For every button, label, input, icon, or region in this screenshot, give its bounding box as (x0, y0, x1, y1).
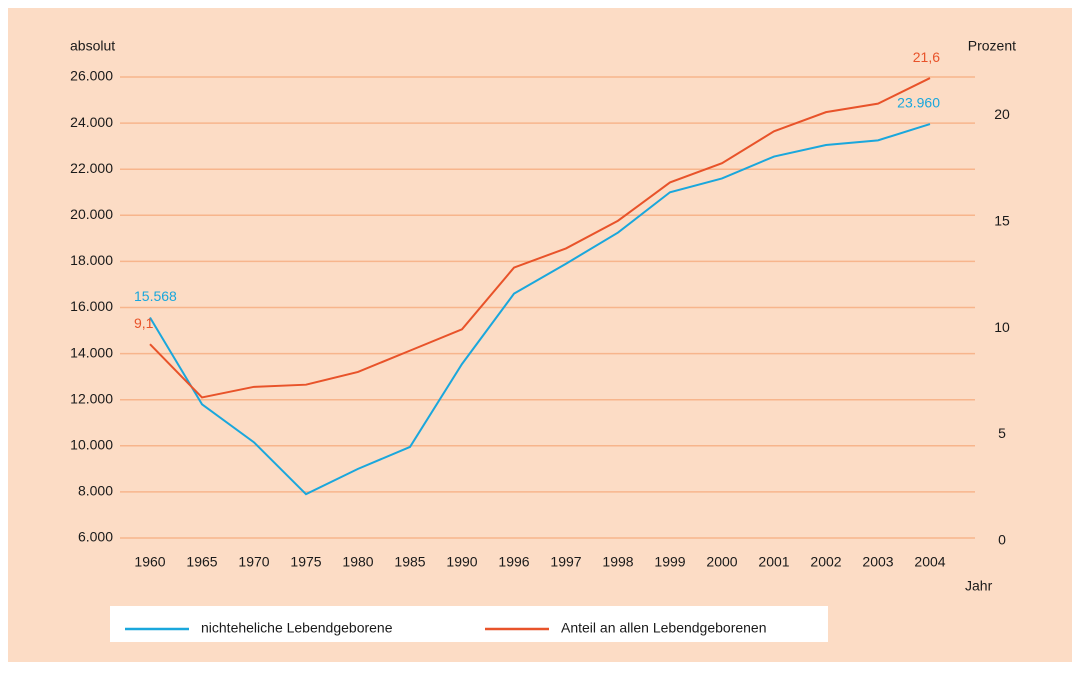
series-line (149, 77, 931, 399)
y-axis-label: absolut (70, 38, 115, 54)
y-tick-label: 6.000 (78, 529, 113, 545)
legend-label: nichteheliche Lebendgeborene (201, 620, 393, 636)
x-tick-label: 1990 (446, 554, 477, 570)
y-tick-label: 26.000 (70, 68, 113, 84)
y2-tick-label: 20 (994, 106, 1010, 122)
x-tick-label: 2000 (706, 554, 737, 570)
y-tick-label: 22.000 (70, 160, 113, 176)
y2-axis-label: Prozent (968, 38, 1016, 54)
x-tick-label: 1970 (238, 554, 269, 570)
legend (110, 606, 828, 642)
data-label: 15.568 (134, 288, 177, 304)
x-tick-label: 1960 (134, 554, 165, 570)
x-tick-label: 1997 (550, 554, 581, 570)
x-tick-label: 1980 (342, 554, 373, 570)
y2-tick-label: 15 (994, 212, 1010, 228)
x-tick-label: 2001 (758, 554, 789, 570)
y-tick-label: 20.000 (70, 206, 113, 222)
x-tick-label: 2003 (862, 554, 893, 570)
x-axis-label: Jahr (965, 578, 993, 594)
data-label: 23.960 (897, 95, 940, 111)
x-tick-label: 1996 (498, 554, 529, 570)
x-tick-label: 2004 (914, 554, 945, 570)
x-tick-label: 1965 (186, 554, 217, 570)
x-tick-label: 2002 (810, 554, 841, 570)
y-tick-label: 18.000 (70, 252, 113, 268)
x-tick-label: 1998 (602, 554, 633, 570)
y2-tick-label: 5 (998, 425, 1006, 441)
y2-tick-label: 0 (998, 532, 1006, 548)
y-tick-label: 14.000 (70, 344, 113, 360)
y-tick-label: 16.000 (70, 298, 113, 314)
y-tick-label: 10.000 (70, 437, 113, 453)
data-label: 21,6 (913, 49, 940, 65)
x-tick-label: 1985 (394, 554, 425, 570)
legend-label: Anteil an allen Lebendgeborenen (561, 620, 767, 636)
x-tick-label: 1975 (290, 554, 321, 570)
data-label: 9,1 (134, 315, 154, 331)
y-tick-label: 8.000 (78, 483, 113, 499)
y-tick-label: 12.000 (70, 390, 113, 406)
x-tick-label: 1999 (654, 554, 685, 570)
background (8, 8, 1072, 662)
y-tick-label: 24.000 (70, 114, 113, 130)
y2-tick-label: 10 (994, 319, 1010, 335)
series-line (149, 123, 931, 496)
